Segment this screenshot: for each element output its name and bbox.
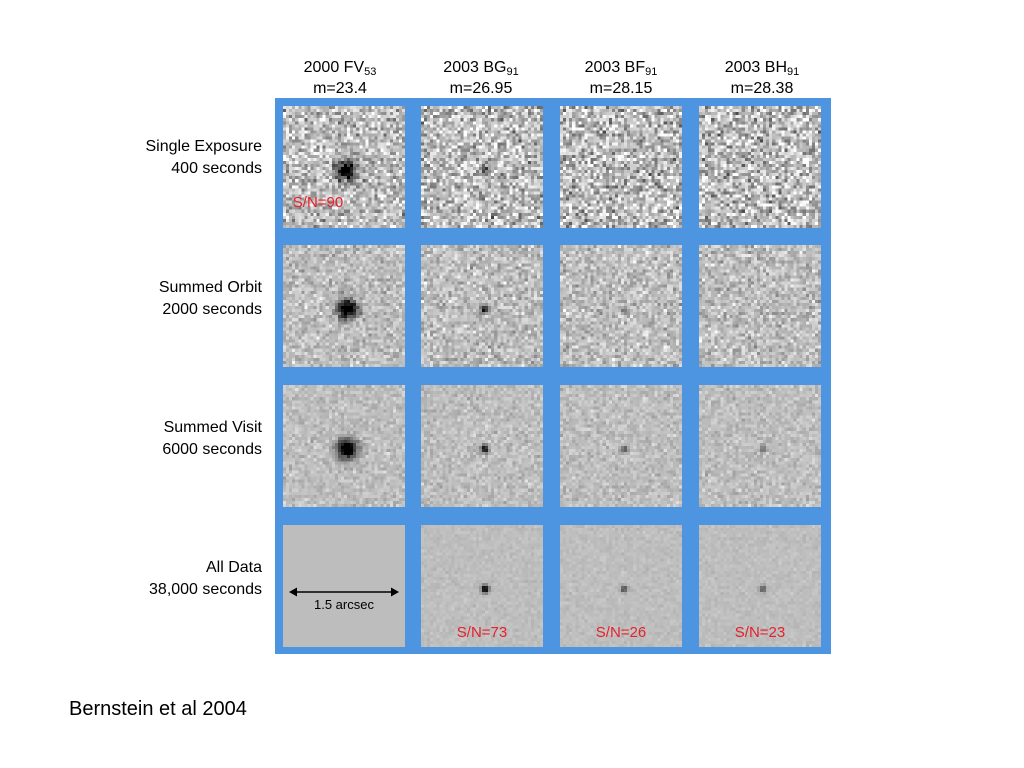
image-visit-bg91 — [421, 385, 543, 507]
panel-orbit-bf91 — [560, 245, 682, 367]
image-visit-fv53 — [283, 385, 405, 507]
scale-bar-label: 1.5 arcsec — [314, 597, 374, 612]
row-title: Summed Visit — [163, 419, 262, 436]
image-single-bg91 — [421, 106, 543, 228]
row-title: Single Exposure — [145, 138, 262, 155]
object-name: 2003 BH — [724, 59, 787, 76]
column-header-bf91: 2003 BF91 m=28.15 — [551, 57, 691, 99]
image-visit-bh91 — [699, 385, 821, 507]
image-all-bg91 — [421, 525, 543, 647]
row-exposure-time: 38,000 seconds — [149, 581, 262, 598]
panel-orbit-bh91 — [699, 245, 821, 367]
panel-orbit-bg91 — [421, 245, 543, 367]
panel-single-fv53: S/N=90 — [283, 106, 405, 228]
snr-label: S/N=26 — [595, 624, 647, 641]
panel-single-bh91 — [699, 106, 821, 228]
panel-visit-bf91 — [560, 385, 682, 507]
image-orbit-bh91 — [699, 245, 821, 367]
image-single-bf91 — [560, 106, 682, 228]
image-orbit-fv53 — [283, 245, 405, 367]
panel-all-bh91: S/N=23 — [699, 525, 821, 647]
row-exposure-time: 6000 seconds — [162, 441, 262, 458]
image-single-fv53 — [283, 106, 405, 228]
magnitude-label: m=23.4 — [313, 80, 367, 97]
panel-single-bg91 — [421, 106, 543, 228]
scale-bar-left-arrowhead — [289, 587, 297, 597]
row-label-all-data: All Data 38,000 seconds — [82, 557, 262, 601]
object-subscript: 91 — [787, 66, 800, 78]
image-orbit-bf91 — [560, 245, 682, 367]
panel-orbit-fv53 — [283, 245, 405, 367]
row-label-summed-visit: Summed Visit 6000 seconds — [82, 417, 262, 461]
panel-single-bf91 — [560, 106, 682, 228]
figure-credit: Bernstein et al 2004 — [69, 698, 247, 720]
object-name: 2003 BF — [584, 59, 646, 76]
image-visit-bf91 — [560, 385, 682, 507]
magnitude-label: m=28.15 — [589, 80, 653, 97]
column-header-bh91: 2003 BH91 m=28.38 — [692, 57, 832, 99]
panel-visit-fv53 — [283, 385, 405, 507]
object-subscript: 91 — [506, 66, 519, 78]
row-title: Summed Orbit — [158, 279, 262, 296]
magnitude-label: m=26.95 — [449, 80, 513, 97]
snr-label: S/N=73 — [456, 624, 508, 641]
image-all-bf91 — [560, 525, 682, 647]
object-subscript: 91 — [645, 66, 658, 78]
image-grid: S/N=90 1.5 arcsec — [275, 98, 831, 654]
column-header-bg91: 2003 BG91 m=26.95 — [411, 57, 551, 99]
panel-visit-bg91 — [421, 385, 543, 507]
scale-bar-right-arrowhead — [391, 587, 399, 597]
object-name: 2000 FV — [303, 59, 365, 76]
image-single-bh91 — [699, 106, 821, 228]
panel-all-bf91: S/N=26 — [560, 525, 682, 647]
row-label-summed-orbit: Summed Orbit 2000 seconds — [82, 277, 262, 321]
panel-all-bg91: S/N=73 — [421, 525, 543, 647]
column-header-fv53: 2000 FV53 m=23.4 — [270, 57, 410, 99]
panel-all-fv53: 1.5 arcsec — [283, 525, 405, 647]
row-title: All Data — [205, 559, 262, 576]
row-exposure-time: 2000 seconds — [162, 301, 262, 318]
object-name: 2003 BG — [443, 59, 507, 76]
snr-label: S/N=23 — [734, 624, 786, 641]
row-label-single-exposure: Single Exposure 400 seconds — [82, 136, 262, 180]
row-exposure-time: 400 seconds — [171, 160, 262, 177]
scale-bar — [289, 587, 399, 597]
snr-label: S/N=90 — [292, 194, 344, 211]
panel-visit-bh91 — [699, 385, 821, 507]
image-orbit-bg91 — [421, 245, 543, 367]
image-all-bh91 — [699, 525, 821, 647]
object-subscript: 53 — [364, 66, 377, 78]
magnitude-label: m=28.38 — [730, 80, 794, 97]
